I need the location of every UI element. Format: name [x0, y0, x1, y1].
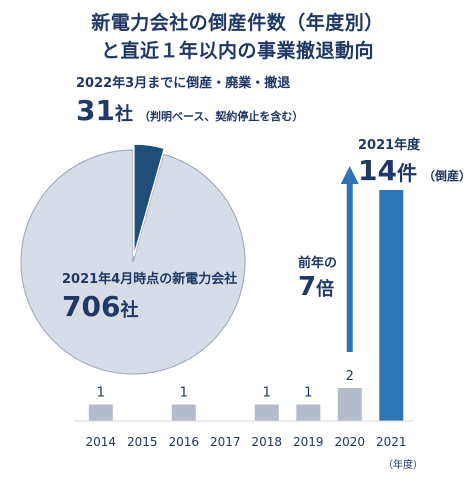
- x-tick-2020: 2020: [334, 435, 365, 449]
- x-tick-2017: 2017: [210, 435, 241, 449]
- pie-slice-main: [20, 149, 246, 375]
- pie-main-count: 706社: [62, 290, 138, 323]
- prev-year-multiple: 7倍: [298, 272, 334, 302]
- x-tick-2021: 2021: [376, 435, 407, 449]
- fy2021-count: 14件 （倒産）: [358, 154, 471, 187]
- bar-value-label-2018: 1: [263, 386, 271, 401]
- pie-main-label: 2021年4月時点の新電力会社: [62, 272, 238, 287]
- x-tick-2014: 2014: [85, 435, 116, 449]
- chart-title-line-1: 新電力会社の倒産件数（年度別）: [91, 12, 384, 34]
- fy2021-label: 2021年度: [358, 138, 421, 153]
- x-tick-2019: 2019: [293, 435, 324, 449]
- bar-2018: [254, 404, 279, 421]
- bar-value-label-2014: 1: [97, 386, 105, 401]
- bar-value-label-2016: 1: [180, 386, 188, 401]
- pie-slice-exited: [133, 143, 166, 257]
- x-tick-2018: 2018: [251, 435, 282, 449]
- pie-slice-note: （判明ベース、契約停止を含む）: [138, 110, 304, 123]
- pie-slice-label: 2022年3月までに倒産・廃業・撤退: [76, 76, 291, 91]
- pie-main-unit: 社: [120, 300, 139, 321]
- x-tick-2015: 2015: [127, 435, 158, 449]
- fy2021-unit: 件: [396, 161, 417, 185]
- bar-2016: [171, 404, 196, 421]
- bar-2014: [88, 404, 113, 421]
- x-axis-unit: （年度）: [383, 460, 423, 471]
- prev-year-unit: 倍: [316, 279, 335, 300]
- bar-2019: [296, 404, 321, 421]
- prev-year-value: 7: [298, 272, 317, 302]
- pie-main-value: 706: [62, 290, 121, 323]
- prev-year-label: 前年の: [298, 256, 338, 271]
- pie-slice-count: 31社 （判明ベース、契約停止を含む）: [76, 94, 303, 127]
- pie-slice-value: 31: [76, 94, 115, 127]
- pie-slice-unit: 社: [114, 104, 133, 125]
- fy2021-note: （倒産）: [422, 169, 471, 183]
- growth-arrow-head: [340, 166, 359, 184]
- chart-title-line-2: と直近１年以内の事業撤退動向: [100, 40, 374, 62]
- bar-value-label-2019: 1: [304, 386, 312, 401]
- bar-value-label-2020: 2: [346, 369, 354, 384]
- x-tick-2016: 2016: [168, 435, 199, 449]
- bar-2020: [337, 388, 362, 421]
- bar-2021: [379, 190, 404, 421]
- fy2021-value: 14: [358, 154, 397, 187]
